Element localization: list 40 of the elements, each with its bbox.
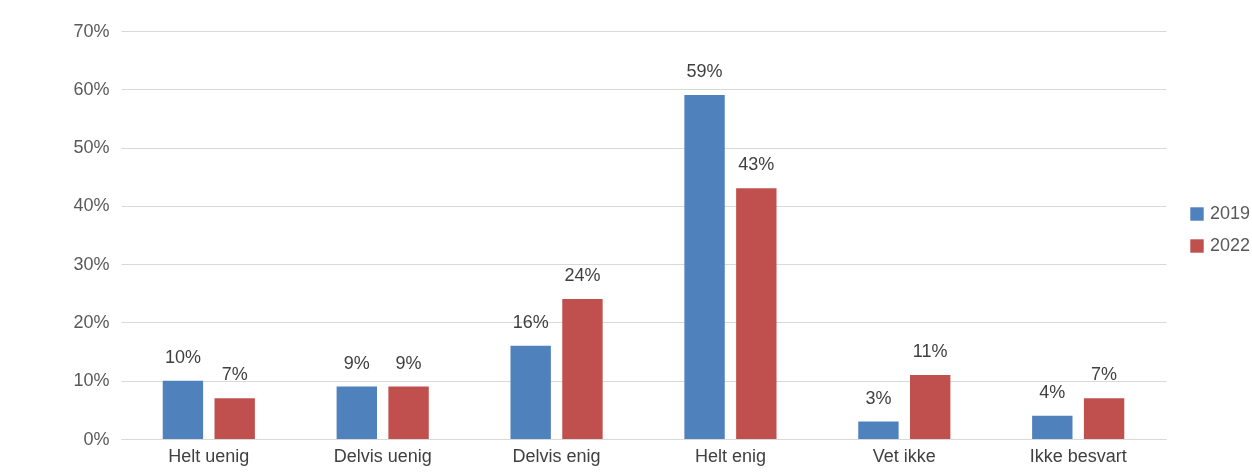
bar xyxy=(684,95,725,439)
bar xyxy=(858,421,899,439)
data-label: 4% xyxy=(1039,381,1066,402)
data-label: 3% xyxy=(865,387,892,408)
data-label: 16% xyxy=(512,311,549,332)
data-label: 9% xyxy=(343,352,370,373)
data-label: 11% xyxy=(912,340,948,361)
y-tick-label: 50% xyxy=(73,137,110,158)
bar xyxy=(562,299,603,439)
data-label: 7% xyxy=(221,364,248,385)
bar xyxy=(736,188,777,439)
data-label: 24% xyxy=(564,265,601,286)
y-tick-label: 40% xyxy=(73,195,110,216)
bar xyxy=(388,386,429,439)
data-label: 59% xyxy=(686,61,723,82)
bar xyxy=(1032,415,1073,439)
y-tick-label: 20% xyxy=(73,311,110,332)
data-label: 7% xyxy=(1091,364,1118,385)
y-tick-label: 70% xyxy=(73,20,110,41)
data-label: 9% xyxy=(395,352,422,373)
x-tick-label: Vet ikke xyxy=(872,445,936,466)
data-label: 43% xyxy=(738,154,775,175)
y-tick-label: 10% xyxy=(73,370,110,391)
bar xyxy=(1083,398,1125,439)
x-tick-label: Delvis uenig xyxy=(333,445,432,466)
legend-label: 2022 xyxy=(1210,235,1251,255)
bar xyxy=(510,345,551,439)
legend-label: 2019 xyxy=(1210,203,1251,223)
bar xyxy=(214,398,255,439)
x-tick-label: Delvis enig xyxy=(512,445,601,466)
x-tick-label: Helt enig xyxy=(694,445,766,466)
x-tick-label: Ikke besvart xyxy=(1029,445,1127,466)
bar xyxy=(336,386,377,439)
bar xyxy=(910,374,951,439)
y-tick-label: 30% xyxy=(73,253,110,274)
bar xyxy=(162,380,204,439)
y-tick-label: 60% xyxy=(73,78,110,99)
y-tick-label: 0% xyxy=(83,428,110,449)
data-label: 10% xyxy=(164,346,201,367)
x-tick-label: Helt uenig xyxy=(168,445,250,466)
